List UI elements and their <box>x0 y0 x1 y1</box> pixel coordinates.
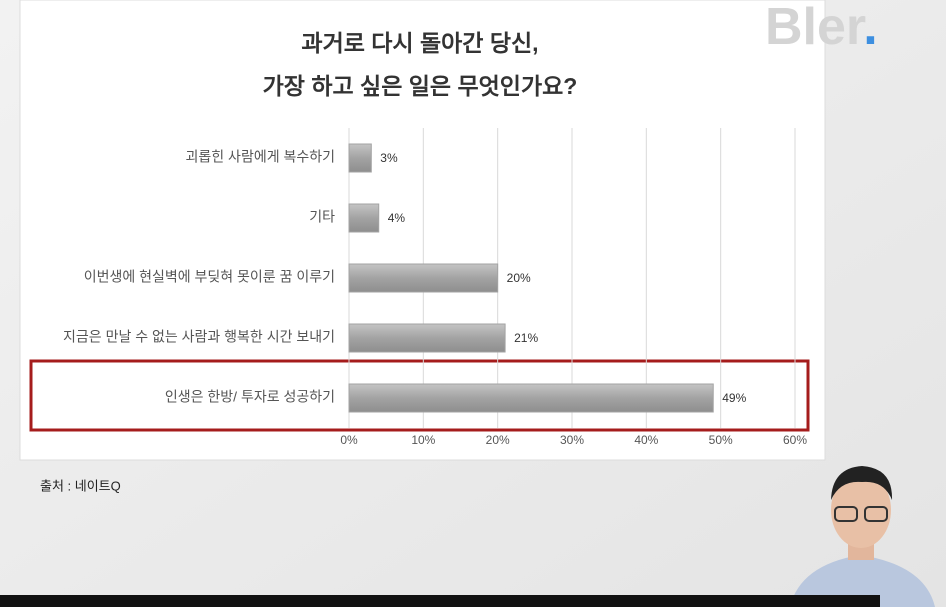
subtitle-band <box>0 595 880 607</box>
bar <box>348 323 506 353</box>
chart-title: 가장 하고 싶은 일은 무엇인가요? <box>263 73 578 99</box>
data-label: 4% <box>388 211 406 225</box>
source: 출처 : 네이트Q <box>40 478 121 493</box>
y-tick-label: 괴롭힌 사람에게 복수하기 <box>186 149 335 165</box>
y-tick-label: 이번생에 현실벽에 부딪혀 못이룬 꿈 이루기 <box>84 269 335 285</box>
x-tick-label: 50% <box>709 433 733 447</box>
bar <box>348 203 380 233</box>
bar <box>348 143 372 173</box>
bar <box>348 263 499 293</box>
y-tick-label: 기타 <box>309 209 335 225</box>
data-label: 49% <box>722 391 746 405</box>
highlight-box <box>29 359 810 432</box>
y-tick-label: 지금은 만날 수 없는 사람과 행복한 시간 보내기 <box>63 329 335 345</box>
data-label: 21% <box>514 331 538 345</box>
logo: Bler. <box>765 0 878 56</box>
data-label: 20% <box>507 271 531 285</box>
x-tick-label: 40% <box>634 433 658 447</box>
bar <box>348 383 714 413</box>
y-tick-label: 인생은 한방/ 투자로 성공하기 <box>165 389 335 405</box>
chart-title: 과거로 다시 돌아간 당신, <box>301 30 538 56</box>
x-tick-label: 20% <box>486 433 510 447</box>
presenter <box>790 466 935 607</box>
data-label: 3% <box>380 151 398 165</box>
x-tick-label: 60% <box>783 433 807 447</box>
x-tick-label: 10% <box>411 433 435 447</box>
x-tick-label: 30% <box>560 433 584 447</box>
logo-word: Bler <box>765 0 866 56</box>
logo-dot: . <box>863 0 877 56</box>
x-tick-label: 0% <box>340 433 358 447</box>
chart-panel <box>19 0 826 461</box>
